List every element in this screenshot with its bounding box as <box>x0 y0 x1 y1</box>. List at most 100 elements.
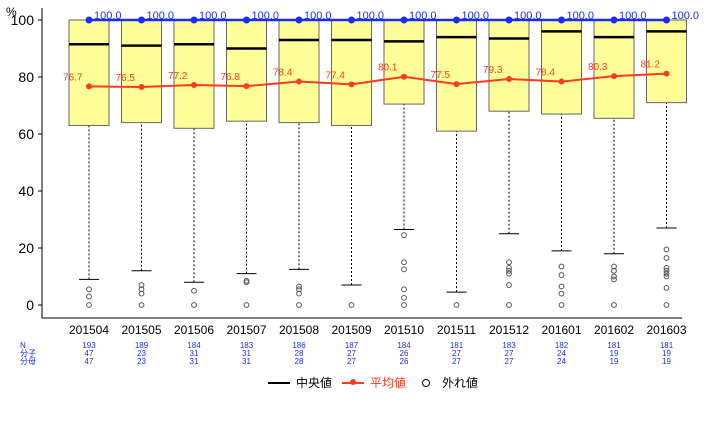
outlier-point <box>453 302 460 308</box>
count-value: 19 <box>610 357 619 366</box>
mean-data-label: 81.2 <box>641 60 661 71</box>
count-value: 31 <box>242 349 251 358</box>
count-value: 23 <box>137 349 146 358</box>
max-point <box>400 16 408 24</box>
legend-mean: 平均値 <box>342 374 406 391</box>
count-value: 183 <box>240 341 254 350</box>
count-value: 28 <box>295 349 304 358</box>
outlier-point <box>401 302 407 308</box>
box <box>68 19 110 126</box>
count-value: 19 <box>610 349 619 358</box>
y-tick-label: 60 <box>18 126 34 142</box>
mean-point <box>663 70 670 77</box>
mean-data-label: 79.3 <box>483 65 503 76</box>
box <box>541 19 582 115</box>
count-value: 27 <box>452 357 461 366</box>
mean-data-label: 80.3 <box>588 62 608 73</box>
max-point <box>663 16 670 24</box>
mean-data-label: 80.1 <box>378 63 398 74</box>
outlier-point <box>138 290 145 297</box>
mean-data-label: 76.5 <box>116 73 136 84</box>
mean-data-label: 77.5 <box>431 70 451 81</box>
max-point <box>453 16 460 24</box>
count-value: 19 <box>662 349 671 358</box>
legend-mean-label: 平均値 <box>370 376 407 390</box>
outlier-point <box>401 294 407 301</box>
count-value: 181 <box>660 341 674 350</box>
outlier-point <box>558 272 565 278</box>
count-value: 27 <box>347 357 356 366</box>
count-value: 31 <box>190 349 199 358</box>
mean-point <box>401 73 407 80</box>
outlier-point <box>401 232 407 239</box>
max-point <box>243 16 250 24</box>
max-point <box>295 16 303 24</box>
max-data-label: 100.0 <box>462 10 490 22</box>
count-value: 47 <box>85 349 94 358</box>
legend-outlier: 外れ値 <box>416 374 478 391</box>
x-tick-label: 201603 <box>646 323 686 337</box>
outlier-point <box>138 282 145 288</box>
outlier-point <box>86 293 92 300</box>
mean-data-label: 76.7 <box>63 72 83 83</box>
y-unit-label: % <box>6 5 17 19</box>
outlier-point <box>296 290 302 297</box>
outlier-point <box>558 290 565 297</box>
count-value: 181 <box>607 341 621 350</box>
mean-series-line <box>88 72 667 88</box>
outlier-point <box>348 302 355 308</box>
count-row-label: N <box>20 341 26 350</box>
count-value: 31 <box>242 357 251 366</box>
max-point <box>138 16 145 24</box>
max-data-label: 100.0 <box>672 10 700 22</box>
x-tick-label: 201510 <box>384 323 424 337</box>
count-value: 189 <box>135 341 149 350</box>
count-value: 19 <box>662 357 671 366</box>
outlier-point <box>611 302 617 308</box>
outlier-point <box>663 265 670 271</box>
max-data-label: 100.0 <box>199 10 227 22</box>
max-point <box>85 16 93 24</box>
outlier-point <box>663 246 670 253</box>
mean-data-label: 78.4 <box>273 68 293 79</box>
outlier-point <box>401 259 407 266</box>
max-data-label: 100.0 <box>514 10 542 22</box>
x-tick-label: 201505 <box>121 323 161 337</box>
outlier-point <box>611 267 617 274</box>
outlier-point <box>506 282 512 288</box>
box <box>173 19 215 129</box>
count-value: 31 <box>190 357 199 366</box>
count-row-label: 分母 <box>20 357 36 366</box>
legend-median-swatch <box>268 381 290 384</box>
legend: 中央値 平均値 外れ値 <box>268 374 478 391</box>
max-data-label: 100.0 <box>567 10 595 22</box>
outlier-point <box>401 286 407 293</box>
box <box>121 19 162 124</box>
outlier-point <box>296 283 302 290</box>
mean-point <box>611 73 617 80</box>
count-value: 24 <box>557 349 566 358</box>
outlier-point <box>663 302 670 308</box>
box <box>383 19 425 105</box>
outlier-point <box>663 267 670 274</box>
x-tick-label: 201507 <box>226 323 266 337</box>
max-point <box>190 16 198 24</box>
mean-data-label: 77.2 <box>168 71 188 82</box>
x-tick-label: 201602 <box>594 323 634 337</box>
outlier-point <box>191 302 197 308</box>
count-value: 23 <box>137 357 146 366</box>
count-value: 184 <box>397 341 411 350</box>
outlier-point <box>506 267 512 274</box>
legend-outlier-swatch <box>422 378 431 387</box>
max-point <box>558 16 565 24</box>
outlier-point <box>138 286 145 293</box>
max-data-label: 100.0 <box>94 10 122 22</box>
count-value: 28 <box>295 357 304 366</box>
count-value: 27 <box>505 349 514 358</box>
x-tick-label: 201506 <box>174 323 214 337</box>
count-value: 27 <box>347 349 356 358</box>
max-data-label: 100.0 <box>147 10 175 22</box>
box <box>488 19 530 112</box>
mean-point <box>506 75 512 82</box>
